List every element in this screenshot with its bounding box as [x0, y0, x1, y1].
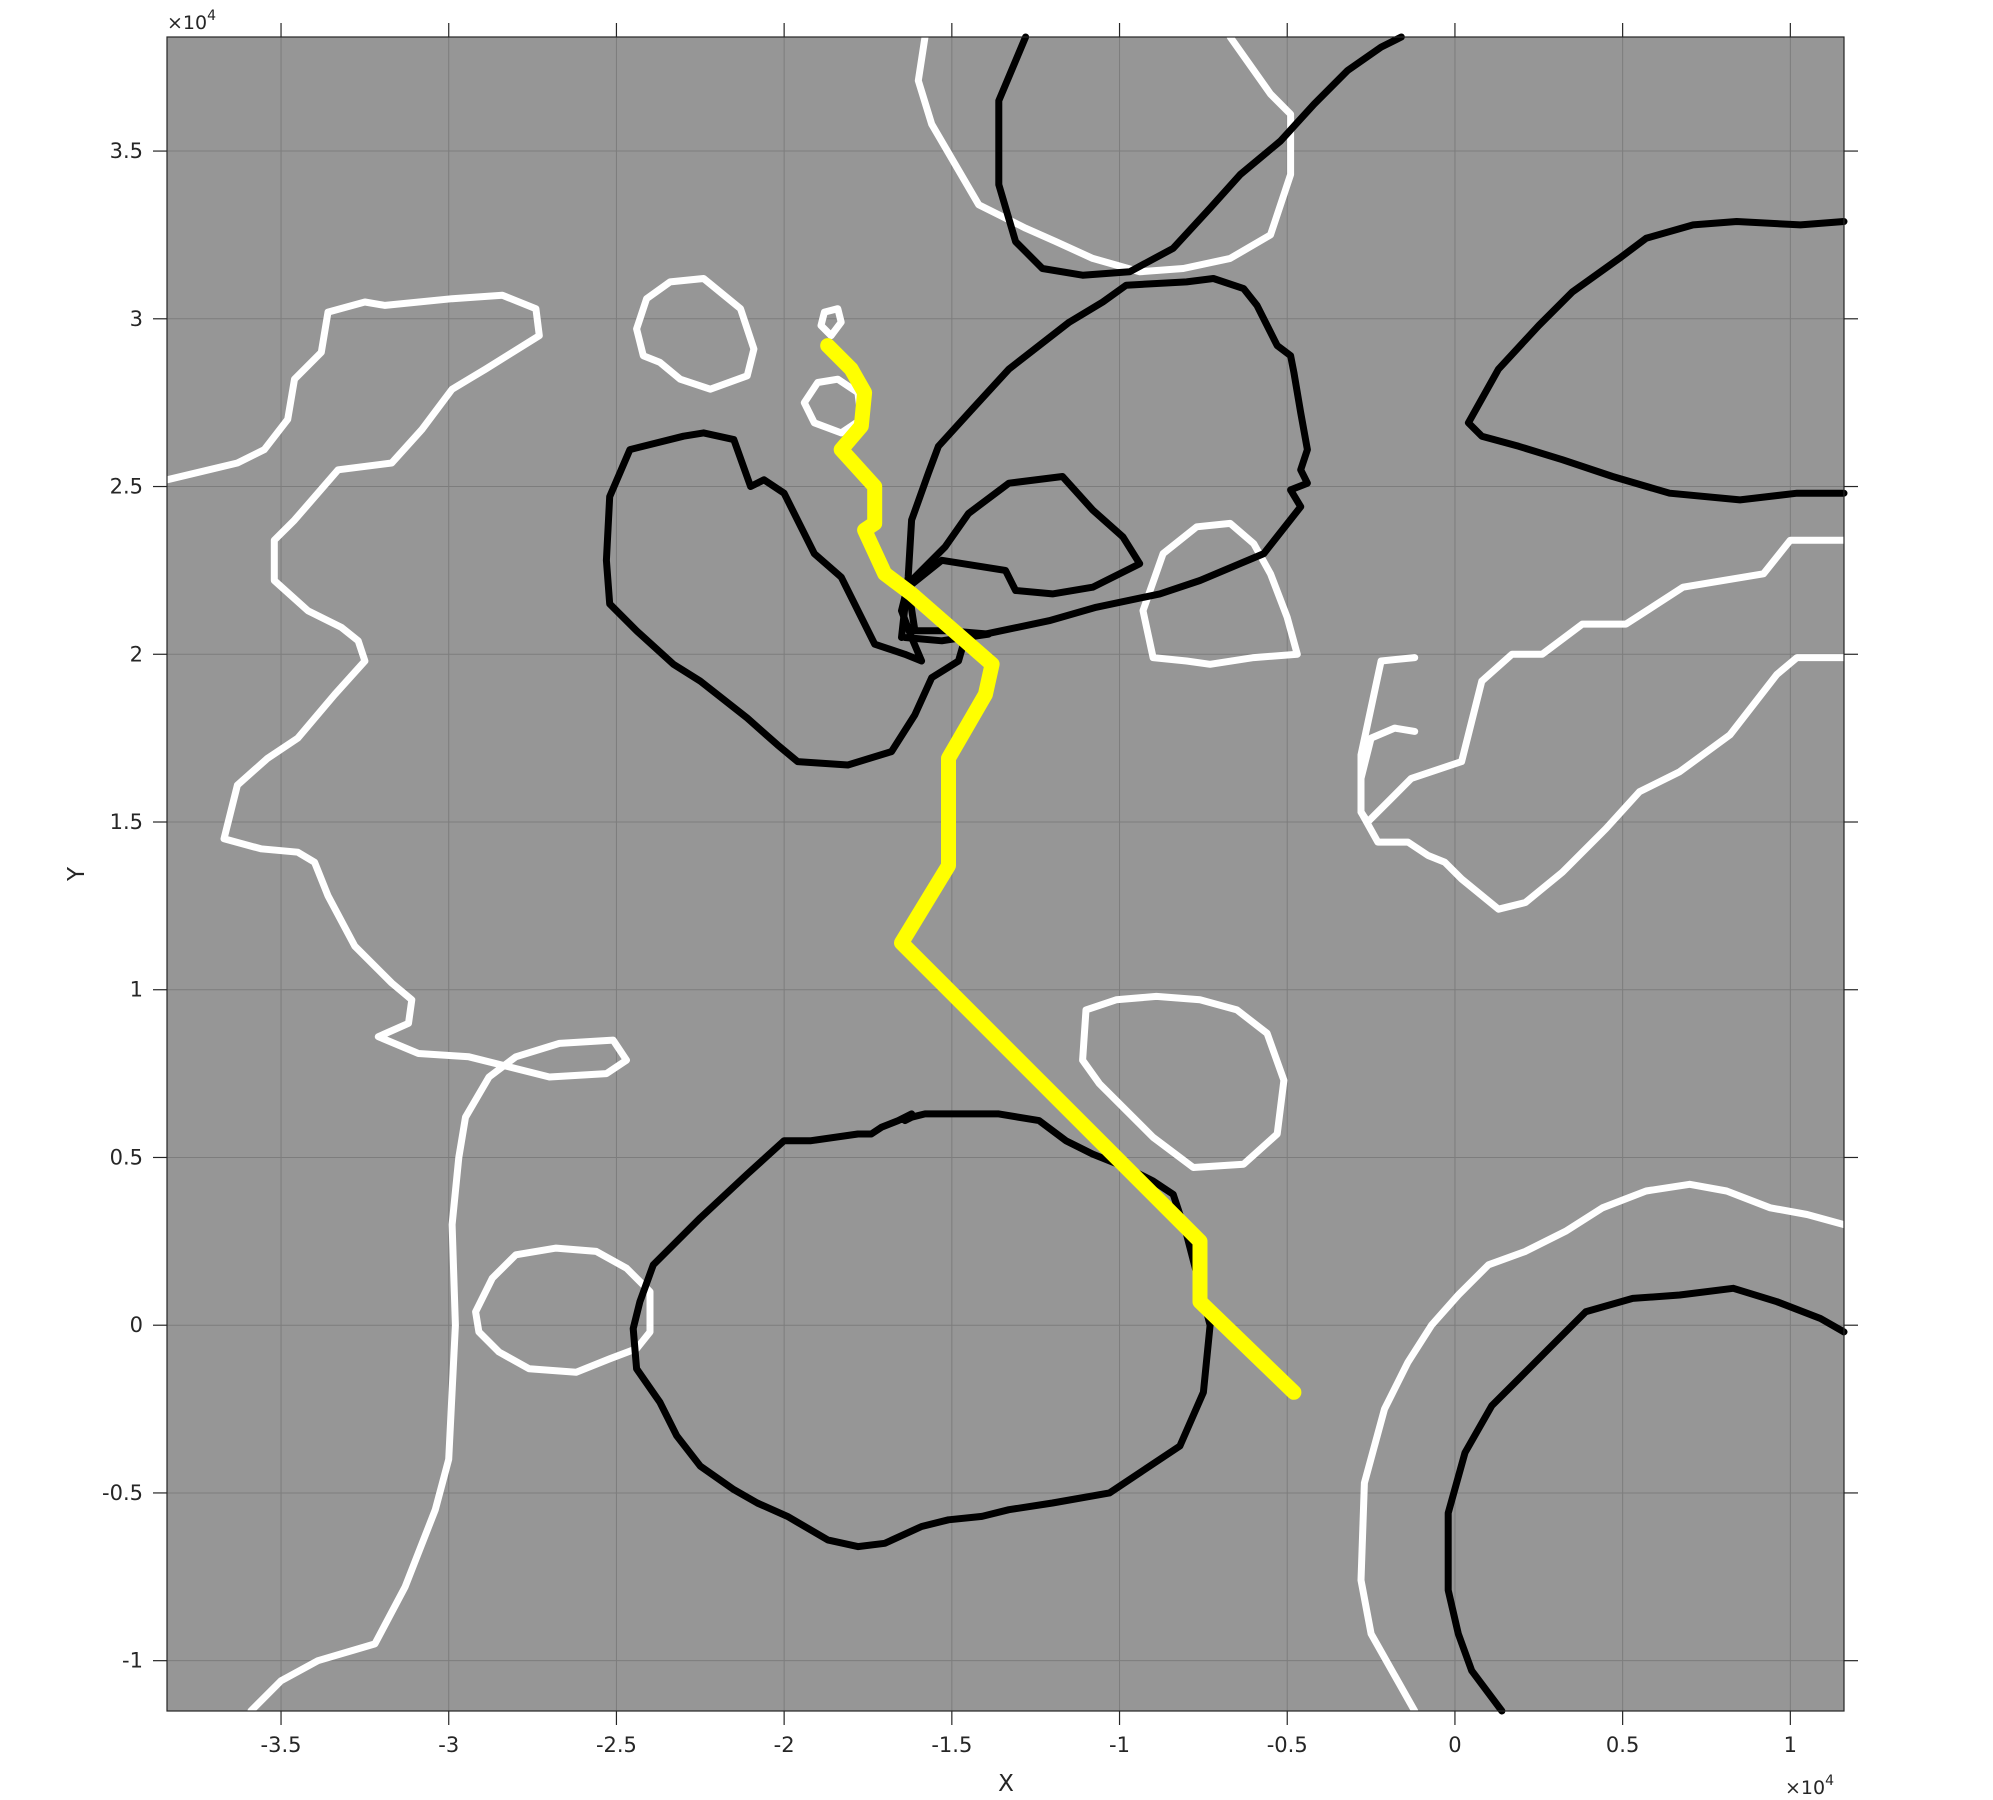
white-contour-line — [1357, 654, 1848, 913]
y-tick-label: -0.5 — [102, 1481, 143, 1505]
y-axis-label: Y — [64, 866, 90, 882]
robot-path — [820, 338, 1302, 1400]
plot-area-background — [167, 37, 1844, 1711]
y-tick-label: 0 — [130, 1313, 143, 1337]
x-exponent-power: 4 — [1825, 1773, 1834, 1789]
y-tick-label: 1.5 — [110, 810, 143, 834]
white-contour-line — [817, 305, 845, 340]
white-contour-line — [1357, 1180, 1848, 1715]
x-tick-label: -1.5 — [931, 1733, 972, 1757]
y-exponent-base: ×10 — [167, 12, 207, 34]
black-contour-line — [995, 33, 1405, 279]
plot-area-border — [166, 36, 1845, 1712]
x-tick-label: -1 — [1109, 1733, 1130, 1757]
black-contour-line — [1464, 218, 1848, 504]
x-exponent-base: ×10 — [1785, 1777, 1825, 1799]
y-exponent-power: 4 — [207, 8, 216, 24]
white-contour-line — [163, 291, 630, 1715]
y-tick-label: 0.5 — [110, 1145, 143, 1169]
x-tick-label: 0 — [1448, 1733, 1461, 1757]
black-contour-line — [602, 429, 1144, 769]
x-tick-label: -2 — [774, 1733, 795, 1757]
y-tick-label: 2 — [130, 642, 143, 666]
yellow-path-line — [820, 338, 1302, 1400]
y-tick-label: 2.5 — [110, 475, 143, 499]
y-tick-label: 1 — [130, 978, 143, 1002]
x-tick-label: -3 — [438, 1733, 459, 1757]
axis-ticks: -3.5 -3 -2.5 -2 -1.5 -1 -0.5 0 0.5 1 -1 -0.5 0 0.5 1 1.… — [102, 23, 1858, 1757]
y-tick-label: 3.5 — [110, 139, 143, 163]
x-tick-label: -0.5 — [1267, 1733, 1308, 1757]
x-tick-label: 1 — [1784, 1733, 1797, 1757]
white-contour-line — [1139, 519, 1301, 668]
white-contour-line — [633, 275, 758, 393]
black-contour-line — [629, 1110, 1214, 1551]
y-axis-exponent: ×104 — [167, 8, 216, 34]
x-axis-label: X — [998, 1771, 1014, 1797]
white-contour-line — [1079, 992, 1288, 1171]
black-contour-line — [1444, 1284, 1848, 1715]
contour-lines — [163, 33, 1848, 1715]
x-tick-label: -3.5 — [261, 1733, 302, 1757]
y-tick-label: 3 — [130, 307, 143, 331]
x-axis-exponent: ×104 — [1785, 1773, 1834, 1799]
white-contour-line — [472, 1244, 654, 1376]
y-tick-label: -1 — [122, 1649, 143, 1673]
x-tick-label: 0.5 — [1606, 1733, 1639, 1757]
x-tick-label: -2.5 — [596, 1733, 637, 1757]
black-contour-line — [898, 275, 1311, 645]
